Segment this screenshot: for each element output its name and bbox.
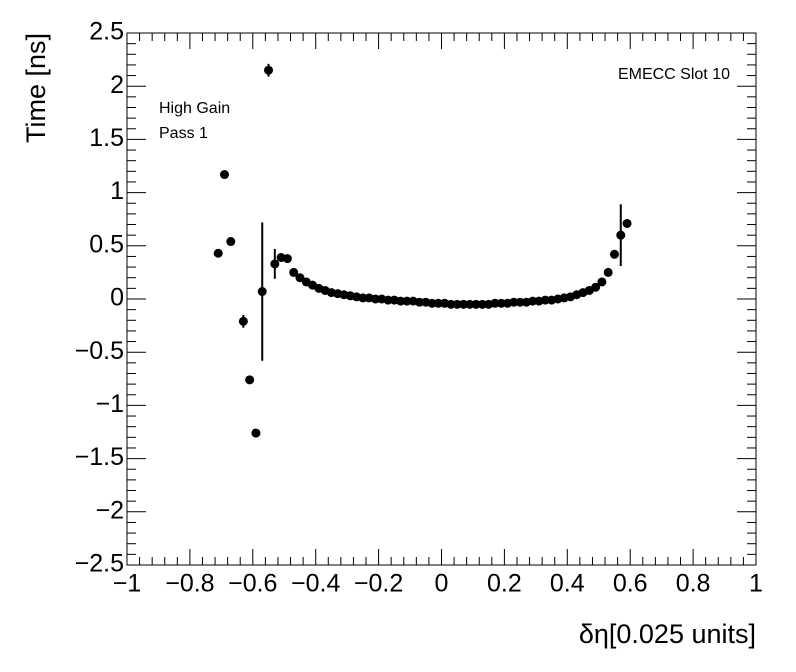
point	[251, 428, 261, 438]
point	[226, 237, 236, 247]
y-tick-label: 0	[110, 284, 124, 312]
point	[459, 299, 469, 309]
y-tick-label: 1.5	[89, 124, 124, 152]
point	[264, 65, 274, 75]
point	[257, 287, 267, 297]
x-tick-label: 1	[749, 570, 763, 598]
x-tick-label: −0.6	[228, 570, 277, 598]
point	[591, 282, 601, 292]
point	[270, 259, 280, 269]
point	[603, 267, 613, 277]
point	[515, 297, 525, 307]
point	[509, 297, 519, 307]
y-axis-label: Time [ns]	[21, 33, 51, 143]
annotation: Pass 1	[159, 125, 208, 142]
y-tick-label: −1	[95, 390, 124, 418]
point	[452, 299, 462, 309]
x-tick-label: 0.2	[487, 570, 522, 598]
x-tick-label: 0.6	[613, 570, 648, 598]
x-tick-label: 0.4	[550, 570, 585, 598]
point	[238, 316, 248, 326]
point	[622, 218, 632, 228]
y-tick-label: 1	[110, 177, 124, 205]
point	[245, 375, 255, 385]
point	[490, 298, 500, 308]
x-tick-label: 0	[435, 570, 449, 598]
x-tick-label: −0.4	[291, 570, 340, 598]
x-tick-label: −0.2	[354, 570, 403, 598]
y-tick-label: −2	[95, 496, 124, 524]
y-tick-label: −1.5	[75, 443, 124, 471]
annotation: EMECC Slot 10	[618, 66, 730, 83]
point	[446, 299, 456, 309]
point	[540, 295, 550, 305]
y-tick-label: −0.5	[75, 337, 124, 365]
point	[402, 296, 412, 306]
point	[396, 296, 406, 306]
y-tick-label: −2.5	[75, 550, 124, 578]
point	[471, 299, 481, 309]
point	[219, 170, 229, 180]
y-tick-label: 2.5	[89, 18, 124, 46]
point	[477, 299, 487, 309]
point	[295, 273, 305, 283]
point	[383, 295, 393, 305]
x-tick-label: −0.8	[165, 570, 214, 598]
point	[597, 277, 607, 287]
y-tick-label: 0.5	[89, 230, 124, 258]
point	[370, 294, 380, 304]
point	[358, 293, 368, 303]
point	[609, 249, 619, 259]
point	[213, 248, 223, 258]
y-tick-label: 2	[110, 71, 124, 99]
x-tick-label: −1	[113, 570, 142, 598]
point	[289, 267, 299, 277]
point	[616, 230, 626, 240]
point	[282, 254, 292, 264]
annotation: High Gain	[159, 100, 230, 117]
x-axis-label: δη[0.025 units]	[579, 619, 756, 649]
point	[496, 298, 506, 308]
point	[528, 296, 538, 306]
x-tick-label: 0.8	[676, 570, 711, 598]
point	[433, 298, 443, 308]
point	[414, 297, 424, 307]
point	[427, 298, 437, 308]
point	[465, 299, 475, 309]
